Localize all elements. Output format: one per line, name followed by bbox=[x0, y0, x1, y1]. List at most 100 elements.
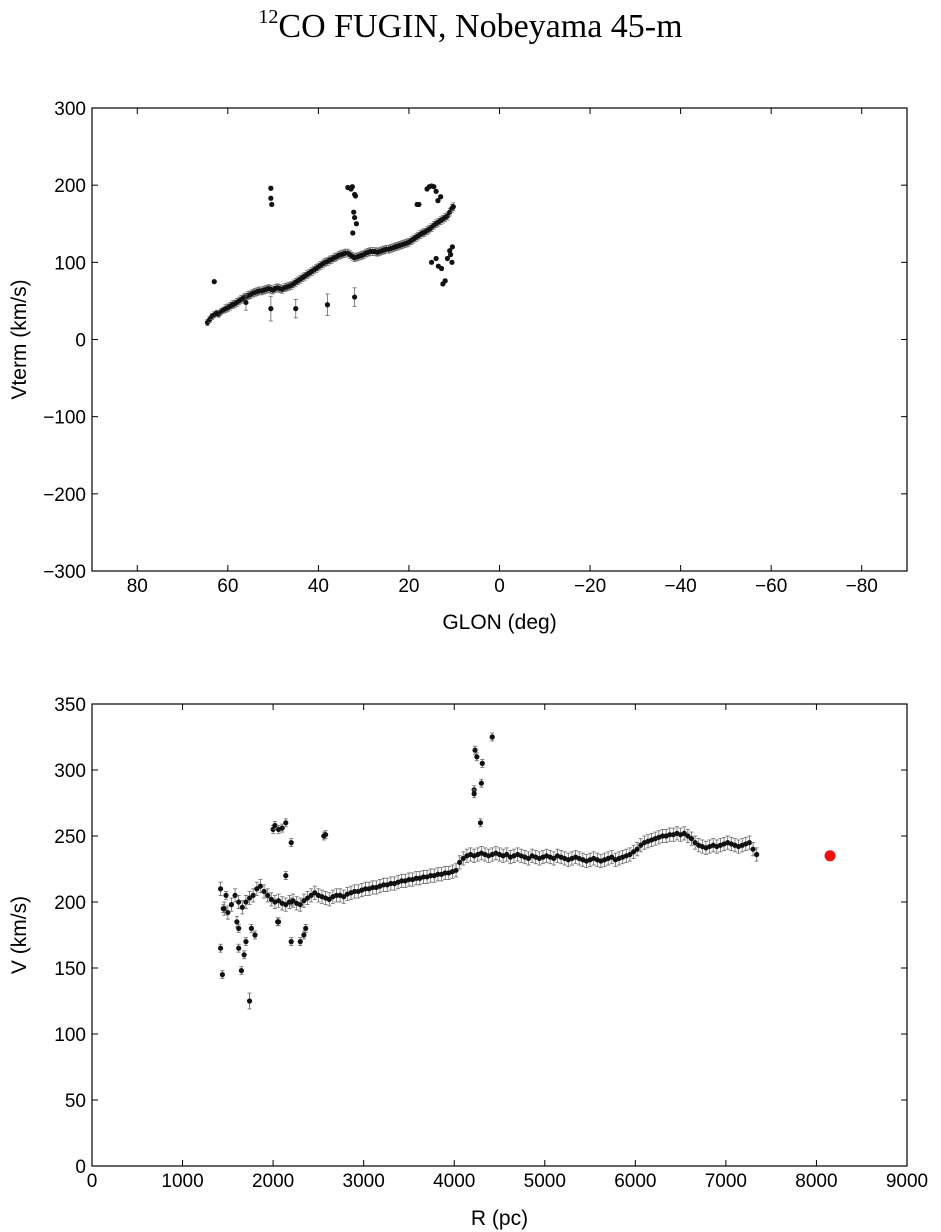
data-point bbox=[279, 825, 285, 831]
data-point bbox=[304, 895, 311, 901]
data-point bbox=[312, 890, 318, 896]
data-point bbox=[275, 919, 282, 925]
data-point bbox=[288, 939, 294, 945]
data-point bbox=[326, 896, 332, 902]
data-point bbox=[477, 820, 484, 826]
y-tick-label: 150 bbox=[54, 959, 86, 980]
data-point bbox=[246, 895, 253, 901]
data-point bbox=[504, 851, 510, 858]
x-axis-label: R (pc) bbox=[471, 1207, 528, 1230]
data-point bbox=[352, 193, 359, 199]
data-point bbox=[333, 892, 340, 899]
data-point bbox=[450, 204, 456, 210]
data-point bbox=[442, 870, 448, 876]
data-point bbox=[435, 263, 441, 269]
data-point bbox=[303, 925, 309, 932]
sun-position-point bbox=[824, 850, 836, 862]
y-tick-label: 50 bbox=[65, 1091, 86, 1112]
x-axis-label: GLON (deg) bbox=[442, 611, 556, 634]
data-point bbox=[634, 846, 640, 852]
data-point bbox=[301, 898, 307, 904]
data-point bbox=[681, 830, 687, 836]
data-point bbox=[268, 306, 274, 312]
x-tick-label: 40 bbox=[308, 576, 329, 597]
data-point bbox=[474, 754, 480, 760]
data-point bbox=[479, 760, 485, 767]
data-point bbox=[659, 833, 666, 839]
data-point bbox=[746, 840, 753, 846]
data-point bbox=[472, 747, 478, 753]
data-point bbox=[478, 780, 484, 786]
title-superscript: 12 bbox=[258, 6, 279, 28]
data-point bbox=[297, 939, 303, 945]
data-point bbox=[413, 875, 419, 881]
y-tick-label: 300 bbox=[54, 761, 86, 782]
data-point bbox=[442, 278, 448, 284]
data-point bbox=[471, 791, 477, 797]
x-tick-label: 2000 bbox=[252, 1171, 294, 1192]
x-tick-label: 4000 bbox=[433, 1171, 475, 1192]
data-point bbox=[750, 846, 756, 852]
vterm-vs-glon-panel: 80 60 40 20 0 −20 −40 −60 −80−300−200−1000100200… bbox=[8, 99, 908, 634]
y-tick-label: 200 bbox=[54, 176, 86, 197]
x-tick-label: 0 bbox=[494, 576, 505, 597]
data-point bbox=[428, 259, 435, 265]
plot-frame bbox=[91, 107, 908, 572]
x-tick-label: 7000 bbox=[705, 1171, 747, 1192]
data-point bbox=[399, 878, 405, 884]
data-point bbox=[609, 854, 615, 860]
data-layer bbox=[217, 732, 836, 1010]
data-point bbox=[225, 909, 231, 916]
data-point bbox=[265, 892, 271, 899]
data-point bbox=[268, 195, 274, 201]
figure-title: 12CO FUGIN, Nobeyama 45-m bbox=[0, 6, 941, 46]
y-tick-label: 350 bbox=[54, 695, 86, 716]
data-point bbox=[288, 840, 294, 846]
data-point bbox=[269, 201, 275, 208]
data-point bbox=[431, 184, 437, 190]
y-tick-label: 200 bbox=[54, 893, 86, 914]
y-tick-label: 250 bbox=[54, 827, 86, 848]
x-tick-label: 6000 bbox=[614, 1171, 656, 1192]
data-point bbox=[453, 867, 459, 873]
data-point bbox=[433, 255, 439, 262]
data-point bbox=[297, 902, 303, 908]
data-point bbox=[250, 892, 256, 899]
data-point bbox=[551, 855, 557, 862]
data-point bbox=[370, 884, 376, 891]
data-point bbox=[444, 255, 451, 262]
x-tick-label: −40 bbox=[664, 576, 696, 597]
data-point bbox=[341, 894, 347, 900]
data-point bbox=[239, 904, 245, 910]
data-point bbox=[350, 230, 356, 236]
data-point bbox=[246, 998, 253, 1004]
data-point bbox=[238, 968, 245, 974]
data-point bbox=[323, 832, 329, 838]
data-point bbox=[630, 849, 637, 855]
data-point bbox=[268, 896, 274, 902]
data-point bbox=[449, 259, 455, 265]
data-point bbox=[228, 902, 235, 908]
data-point bbox=[433, 188, 439, 194]
x-tick-label: 0 bbox=[87, 1171, 98, 1192]
data-point bbox=[688, 836, 695, 842]
data-point bbox=[268, 185, 274, 191]
data-point bbox=[288, 899, 294, 905]
data-point bbox=[283, 820, 289, 826]
data-point bbox=[236, 899, 242, 905]
data-point bbox=[324, 302, 331, 308]
data-point bbox=[217, 945, 224, 951]
data-point bbox=[685, 833, 691, 839]
data-point bbox=[362, 886, 369, 892]
y-tick-label: 100 bbox=[54, 1025, 86, 1046]
data-point bbox=[447, 209, 453, 215]
x-tick-label: 1000 bbox=[161, 1171, 203, 1192]
data-point bbox=[449, 244, 456, 250]
data-point bbox=[234, 919, 240, 925]
data-point bbox=[444, 213, 451, 219]
data-point bbox=[219, 972, 225, 978]
x-tick-label: −60 bbox=[755, 576, 787, 597]
data-point bbox=[489, 734, 495, 740]
data-point bbox=[754, 851, 760, 858]
